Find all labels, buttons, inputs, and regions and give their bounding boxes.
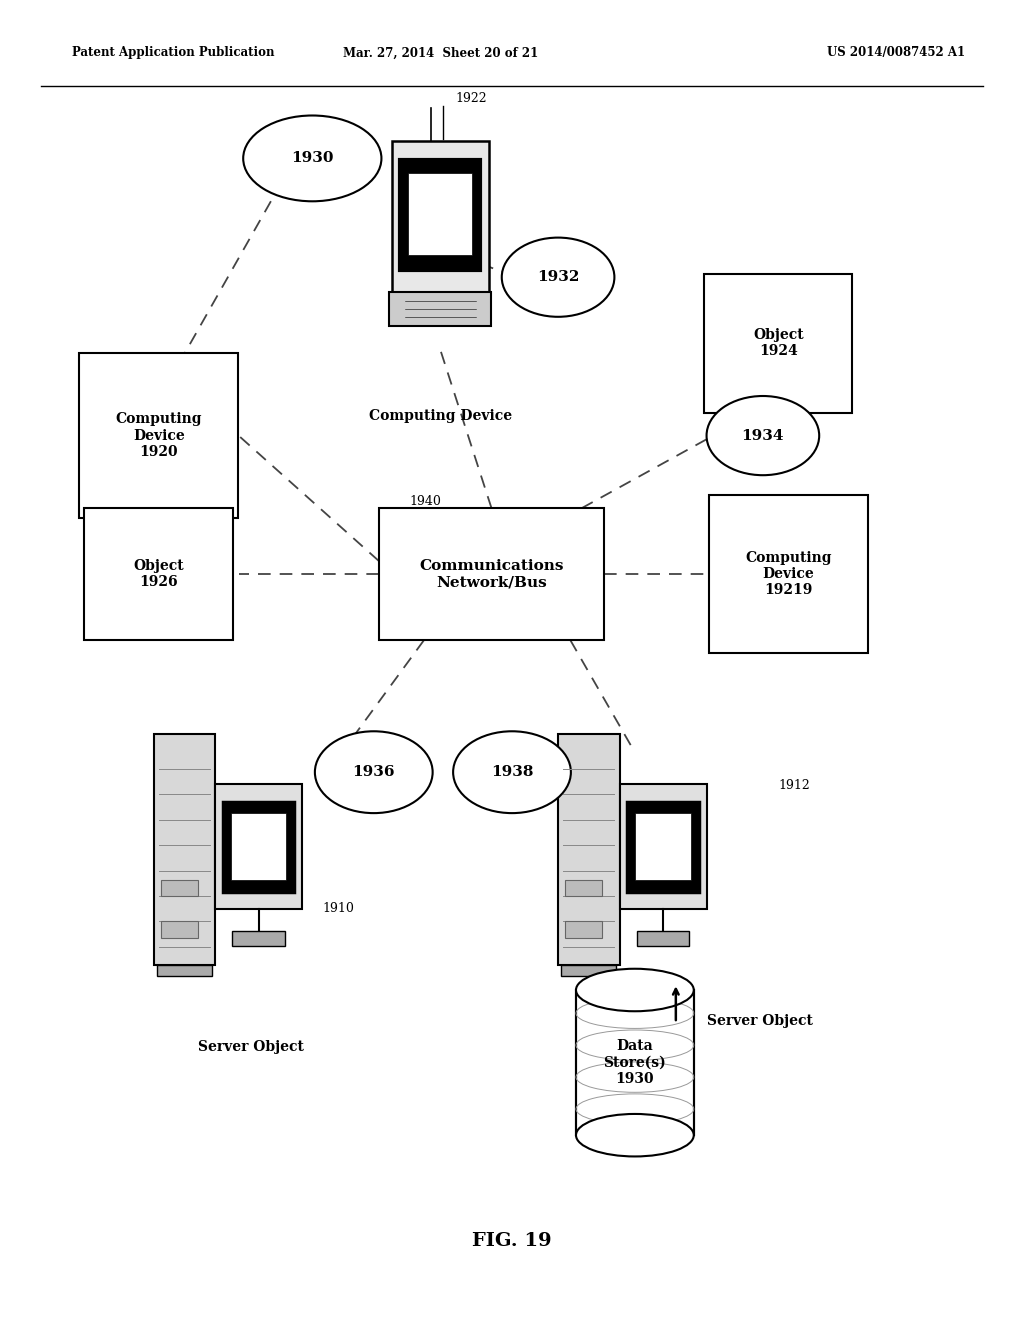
Text: Object
1926: Object 1926 xyxy=(133,560,184,589)
FancyBboxPatch shape xyxy=(215,784,302,909)
Text: Communications
Network/Bus: Communications Network/Bus xyxy=(419,560,564,589)
FancyBboxPatch shape xyxy=(558,734,620,965)
Text: 1934: 1934 xyxy=(741,429,784,442)
Text: Computing
Device
19219: Computing Device 19219 xyxy=(745,550,831,598)
FancyBboxPatch shape xyxy=(705,275,852,412)
Text: Mar. 27, 2014  Sheet 20 of 21: Mar. 27, 2014 Sheet 20 of 21 xyxy=(343,46,538,59)
Text: 1936: 1936 xyxy=(352,766,395,779)
FancyBboxPatch shape xyxy=(232,931,285,946)
Text: Computing Device: Computing Device xyxy=(369,409,512,424)
FancyBboxPatch shape xyxy=(565,879,602,896)
Ellipse shape xyxy=(575,1114,694,1156)
Text: 1940: 1940 xyxy=(410,495,441,508)
Ellipse shape xyxy=(315,731,432,813)
FancyBboxPatch shape xyxy=(161,921,198,937)
Text: Computing
Device
1920: Computing Device 1920 xyxy=(116,412,202,459)
Text: US 2014/0087452 A1: US 2014/0087452 A1 xyxy=(827,46,965,59)
FancyBboxPatch shape xyxy=(561,965,616,975)
FancyBboxPatch shape xyxy=(223,801,294,892)
Ellipse shape xyxy=(502,238,614,317)
Text: 1912: 1912 xyxy=(778,779,810,792)
FancyBboxPatch shape xyxy=(161,879,198,896)
FancyBboxPatch shape xyxy=(628,801,698,892)
FancyBboxPatch shape xyxy=(391,140,489,292)
Text: Server Object: Server Object xyxy=(707,1014,812,1028)
FancyBboxPatch shape xyxy=(400,160,480,269)
FancyBboxPatch shape xyxy=(230,813,287,880)
FancyBboxPatch shape xyxy=(409,173,472,255)
FancyBboxPatch shape xyxy=(637,931,689,946)
Ellipse shape xyxy=(453,731,571,813)
FancyBboxPatch shape xyxy=(709,495,868,653)
FancyBboxPatch shape xyxy=(635,813,691,880)
FancyBboxPatch shape xyxy=(154,734,215,965)
FancyBboxPatch shape xyxy=(379,508,604,640)
Ellipse shape xyxy=(244,116,381,202)
FancyBboxPatch shape xyxy=(84,508,232,640)
FancyBboxPatch shape xyxy=(620,784,707,909)
Text: Server Object: Server Object xyxy=(198,1040,304,1055)
Text: 1930: 1930 xyxy=(291,152,334,165)
Ellipse shape xyxy=(575,969,694,1011)
Ellipse shape xyxy=(707,396,819,475)
Text: 1922: 1922 xyxy=(456,92,487,106)
Text: Object
1924: Object 1924 xyxy=(753,329,804,358)
Text: Patent Application Publication: Patent Application Publication xyxy=(72,46,274,59)
Polygon shape xyxy=(575,990,694,1135)
Text: FIG. 19: FIG. 19 xyxy=(472,1232,552,1250)
FancyBboxPatch shape xyxy=(157,965,212,975)
Text: 1910: 1910 xyxy=(323,902,354,915)
Text: 1938: 1938 xyxy=(490,766,534,779)
FancyBboxPatch shape xyxy=(80,352,238,517)
FancyBboxPatch shape xyxy=(389,292,492,326)
FancyBboxPatch shape xyxy=(565,921,602,937)
Text: Data
Store(s)
1930: Data Store(s) 1930 xyxy=(603,1039,667,1086)
Text: 1932: 1932 xyxy=(537,271,580,284)
